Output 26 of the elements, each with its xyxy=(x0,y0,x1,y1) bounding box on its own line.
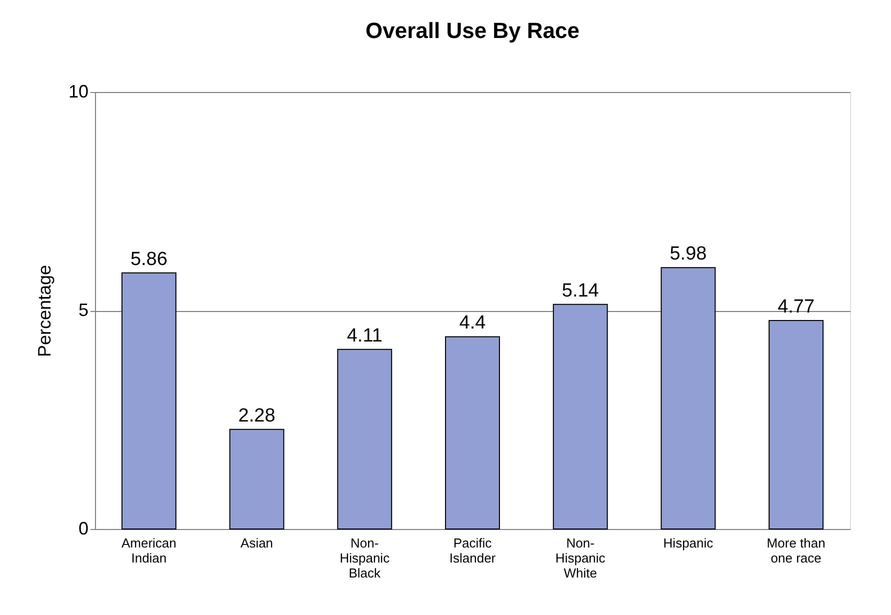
bar xyxy=(552,304,608,530)
x-tick-label: Non-Hispanic Black xyxy=(340,536,390,580)
chart-title: Overall Use By Race xyxy=(365,18,580,43)
bar xyxy=(121,272,176,530)
y-tick-label: 5 xyxy=(78,300,88,320)
x-tick-label: More than one race xyxy=(766,536,826,566)
x-tick-label: Non-Hispanic White xyxy=(555,536,606,580)
data-label: 2.28 xyxy=(238,405,276,426)
bar xyxy=(445,336,500,530)
x-tick-label: American Indian xyxy=(121,536,176,566)
data-label: 5.14 xyxy=(562,280,600,302)
data-label: 5.98 xyxy=(670,244,707,265)
data-label: 4.4 xyxy=(459,312,486,334)
x-tick-label: Pacific Islander xyxy=(449,536,496,566)
x-tick-label: Asian xyxy=(240,536,274,550)
data-label: 4.77 xyxy=(778,296,815,318)
data-label: 5.86 xyxy=(130,248,168,270)
bar xyxy=(337,348,392,530)
x-tick-label: Hispanic xyxy=(663,536,714,550)
bar xyxy=(229,428,284,530)
y-axis-title: Percentage xyxy=(34,264,54,358)
data-label: 4.11 xyxy=(346,325,382,346)
bar xyxy=(768,320,824,530)
y-tick-label: 10 xyxy=(68,82,88,102)
y-tick-label: 0 xyxy=(78,518,88,538)
bar xyxy=(660,267,716,530)
